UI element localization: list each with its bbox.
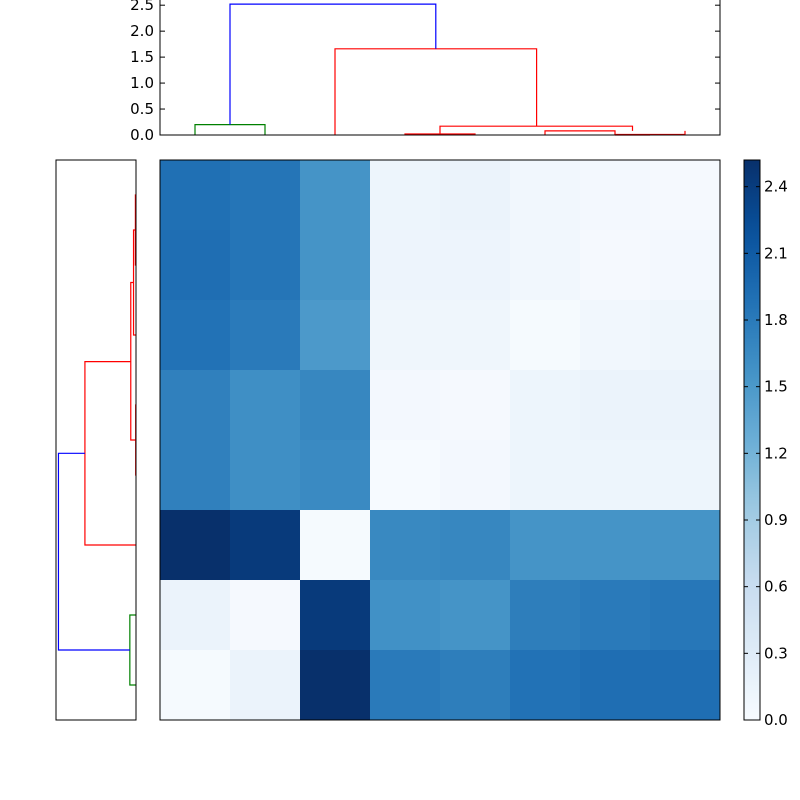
heatmap-cell <box>650 160 721 231</box>
heatmap-cell <box>230 300 301 371</box>
heatmap-cell <box>580 510 651 581</box>
heatmap-cell <box>580 650 651 721</box>
colorbar: 0.0 0.3 0.6 0.9 1.2 1.5 1.8 2.1 2.4 <box>743 159 788 729</box>
heatmap-cell <box>300 510 371 581</box>
heatmap-cell <box>510 370 581 441</box>
heatmap-cell <box>300 580 371 651</box>
heatmap-cell <box>300 160 371 231</box>
heatmap-cell <box>510 230 581 301</box>
heatmap-cell <box>160 370 231 441</box>
heatmap-cell <box>580 230 651 301</box>
heatmap-cell <box>230 230 301 301</box>
left-dendrogram <box>55 159 137 721</box>
heatmap-cell <box>580 300 651 371</box>
colorbar-tick-label: 0.3 <box>764 644 788 662</box>
heatmap-cell <box>370 370 441 441</box>
heatmap-cell <box>580 160 651 231</box>
top-dendrogram-ytick-label: 2.0 <box>130 22 154 40</box>
colorbar-tick-label: 2.4 <box>764 178 788 196</box>
heatmap-cell <box>300 370 371 441</box>
heatmap-cell <box>440 580 511 651</box>
heatmap-frame <box>159 159 721 721</box>
heatmap-cell <box>440 370 511 441</box>
top-dendrogram: 0.0 0.5 1.0 1.5 2.0 2.5 <box>130 0 721 144</box>
colorbar-tick-label: 2.1 <box>764 244 788 262</box>
heatmap-cell <box>370 580 441 651</box>
top-dendrogram-ytick-label: 1.5 <box>130 48 154 66</box>
heatmap-cell <box>440 440 511 511</box>
colorbar-tick-label: 1.5 <box>764 378 788 396</box>
heatmap-cell <box>300 440 371 511</box>
heatmap-cell <box>370 510 441 581</box>
top-dendrogram-link <box>614 130 686 136</box>
top-dendrogram-link <box>229 3 437 125</box>
heatmap-cell <box>160 160 231 231</box>
heatmap <box>159 159 721 721</box>
heatmap-cell <box>230 580 301 651</box>
heatmap-cell <box>650 510 721 581</box>
heatmap-cell <box>510 580 581 651</box>
colorbar-tick-label: 0.6 <box>764 578 788 596</box>
heatmap-cell <box>160 300 231 371</box>
top-dendrogram-link <box>334 48 538 135</box>
heatmap-cell <box>650 370 721 441</box>
heatmap-cell <box>650 440 721 511</box>
heatmap-cell <box>370 650 441 721</box>
top-dendrogram-link <box>439 125 634 134</box>
heatmap-cell <box>440 510 511 581</box>
heatmap-cell <box>580 370 651 441</box>
heatmap-cell <box>650 650 721 721</box>
heatmap-cell <box>510 650 581 721</box>
left-dendrogram-link <box>129 614 136 686</box>
heatmap-cell <box>650 300 721 371</box>
heatmap-cell <box>510 510 581 581</box>
heatmap-cell <box>160 580 231 651</box>
left-dendrogram-link <box>57 452 130 651</box>
heatmap-cell <box>230 650 301 721</box>
top-dendrogram-link <box>544 130 616 135</box>
left-dendrogram-link <box>84 361 136 546</box>
heatmap-cell <box>440 160 511 231</box>
colorbar-tick-label: 0.9 <box>764 511 788 529</box>
heatmap-cell <box>160 650 231 721</box>
colorbar-tick-label: 0.0 <box>764 711 788 729</box>
heatmap-cell <box>580 440 651 511</box>
top-dendrogram-ytick-label: 1.0 <box>130 74 154 92</box>
top-dendrogram-ytick-label: 0.0 <box>130 126 154 144</box>
heatmap-cell <box>300 650 371 721</box>
heatmap-cell <box>650 230 721 301</box>
colorbar-tick-label: 1.8 <box>764 311 788 329</box>
heatmap-cell <box>160 230 231 301</box>
heatmap-cell <box>300 230 371 301</box>
heatmap-cell <box>650 580 721 651</box>
top-dendrogram-frame <box>159 0 721 136</box>
heatmap-cell <box>230 370 301 441</box>
heatmap-cell <box>510 440 581 511</box>
colorbar-tick-label: 1.2 <box>764 444 788 462</box>
top-dendrogram-ytick-label: 2.5 <box>130 0 154 14</box>
heatmap-cell <box>440 230 511 301</box>
top-dendrogram-link <box>194 124 266 135</box>
heatmap-cell <box>440 300 511 371</box>
heatmap-cell <box>230 160 301 231</box>
heatmap-cell <box>440 650 511 721</box>
top-dendrogram-link <box>404 133 476 135</box>
top-dendrogram-ytick-label: 0.5 <box>130 100 154 118</box>
heatmap-cell <box>160 440 231 511</box>
heatmap-cell <box>510 160 581 231</box>
heatmap-cell <box>300 300 371 371</box>
heatmap-cell <box>370 440 441 511</box>
heatmap-cell <box>230 440 301 511</box>
heatmap-cell <box>510 300 581 371</box>
heatmap-cell <box>370 160 441 231</box>
left-dendrogram-frame <box>55 159 137 721</box>
heatmap-cell <box>370 300 441 371</box>
heatmap-cell <box>370 230 441 301</box>
heatmap-cell <box>160 510 231 581</box>
colorbar-gradient <box>743 159 761 721</box>
heatmap-cell <box>580 580 651 651</box>
heatmap-cell <box>230 510 301 581</box>
